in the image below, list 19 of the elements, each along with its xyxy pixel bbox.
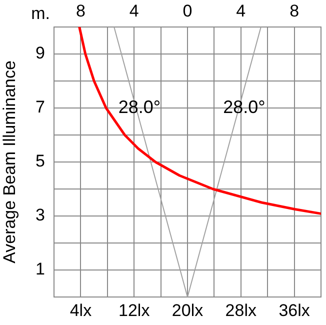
y-tick-label: 1 xyxy=(36,260,45,279)
x2-axis-title: m. xyxy=(31,4,50,24)
x-tick-label: 12lx xyxy=(118,300,150,320)
y-tick-label: 9 xyxy=(36,44,45,63)
x-tick-label: 20lx xyxy=(172,300,204,320)
annotation: 28.0° xyxy=(223,96,266,117)
y-axis-title: Average Beam Illuminance xyxy=(0,60,19,264)
x2-tick-label: 4 xyxy=(236,1,246,20)
x-tick-label: 28lx xyxy=(225,300,257,320)
y-tick-label: 3 xyxy=(36,206,45,225)
x2-tick-label: 8 xyxy=(290,1,300,20)
y-tick-label: 5 xyxy=(36,152,45,171)
x2-tick-label: 4 xyxy=(129,1,139,20)
x2-tick-label: 8 xyxy=(76,1,86,20)
annotation: 28.0° xyxy=(118,96,161,117)
y-tick-label: 7 xyxy=(36,98,45,117)
x-tick-label: 4lx xyxy=(70,300,92,320)
x-tick-label: 36lx xyxy=(278,300,310,320)
x2-tick-label: 0 xyxy=(182,1,192,20)
